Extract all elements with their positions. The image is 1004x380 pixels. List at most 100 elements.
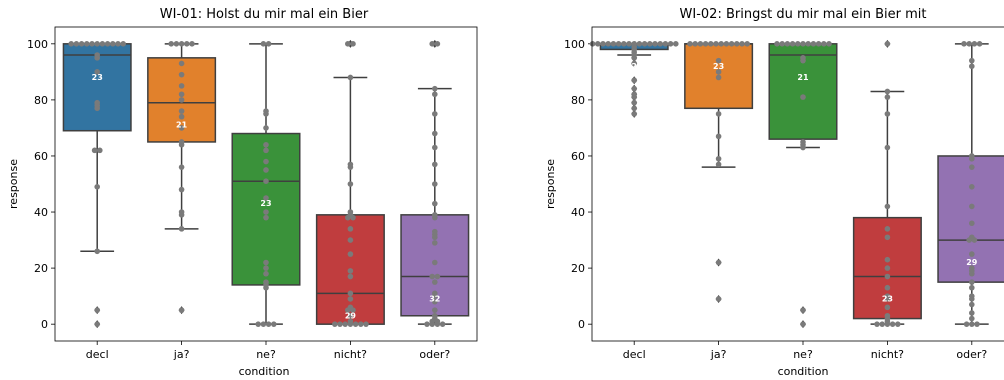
data-point (263, 259, 269, 266)
x-tick-label: ja? (710, 348, 727, 361)
data-point (969, 184, 975, 190)
data-point (971, 41, 978, 47)
data-point (347, 161, 354, 168)
data-point (969, 321, 975, 327)
data-point (715, 259, 722, 266)
data-point (358, 321, 364, 327)
data-point (432, 144, 438, 151)
data-point (884, 41, 891, 47)
data-point (800, 307, 806, 313)
data-point (178, 125, 185, 131)
y-axis-label: response (7, 159, 20, 209)
data-point (94, 307, 100, 313)
data-point (432, 307, 438, 313)
data-point (728, 41, 735, 47)
data-point (805, 41, 811, 47)
data-point (715, 74, 722, 81)
data-point (94, 248, 100, 255)
data-point (976, 41, 983, 47)
data-point (363, 321, 369, 327)
plot-area: 0 20 40 60 80 100 decl ja? ne? nicht? oder? 23 21 23 2… (27, 26, 478, 361)
data-point (715, 155, 722, 162)
data-point (178, 108, 185, 114)
data-point (347, 74, 354, 81)
data-point (631, 111, 637, 117)
data-point (342, 321, 349, 327)
x-tick-label: decl (623, 348, 646, 361)
count-label: 23 (92, 73, 103, 82)
y-tick-label: 20 (571, 262, 585, 275)
data-point (744, 41, 750, 47)
data-point (432, 91, 438, 98)
data-point (969, 315, 975, 322)
data-point (713, 41, 719, 47)
count-label: 32 (429, 295, 440, 304)
data-point (969, 284, 975, 291)
data-point (600, 41, 606, 47)
data-point (826, 41, 832, 47)
data-point (884, 144, 891, 151)
count-label: 21 (176, 121, 188, 130)
y-tick-label: 40 (571, 206, 585, 219)
data-point (774, 41, 780, 47)
data-point (879, 321, 885, 327)
count-label: 23 (260, 199, 271, 208)
data-point (347, 226, 354, 232)
data-point (178, 307, 185, 313)
data-point (68, 41, 74, 47)
data-point (178, 97, 185, 103)
data-point (432, 298, 438, 305)
data-point (347, 296, 354, 302)
data-point (97, 147, 103, 154)
y-axis-label: response (544, 159, 557, 209)
count-label: 29 (345, 311, 357, 320)
count-label: 23 (882, 295, 893, 304)
data-point (424, 321, 430, 327)
data-point (800, 41, 806, 47)
data-point (434, 273, 441, 280)
data-point (178, 91, 185, 98)
data-point (963, 321, 970, 327)
y-tick-label: 0 (578, 318, 585, 331)
data-point (263, 158, 269, 165)
data-point (715, 69, 722, 75)
data-point (94, 99, 100, 106)
count-label: 29 (966, 258, 978, 267)
data-point (795, 41, 801, 47)
data-point (432, 85, 438, 92)
data-point (969, 293, 975, 299)
data-point (347, 237, 354, 243)
data-point (432, 312, 438, 319)
y-tick-label: 100 (27, 38, 48, 51)
data-point (178, 186, 185, 193)
data-point (263, 125, 269, 131)
y-tick-label: 100 (564, 38, 585, 51)
data-point (667, 41, 674, 47)
chart-panel-wi02: WI-02: Bringst du mir mal ein Bier mit c… (544, 7, 1004, 378)
data-point (347, 318, 354, 325)
data-point (178, 226, 185, 232)
data-point (657, 41, 663, 47)
data-point (715, 296, 722, 302)
data-point (263, 265, 269, 271)
data-point (687, 41, 693, 47)
data-point (589, 41, 596, 47)
data-point (178, 113, 185, 120)
data-point (631, 41, 637, 47)
data-point (697, 41, 704, 47)
data-point (739, 41, 745, 47)
data-point (734, 41, 740, 47)
data-point (347, 268, 354, 274)
data-point (715, 133, 722, 140)
data-point (337, 321, 343, 327)
data-point (884, 284, 891, 291)
data-point (263, 167, 269, 173)
axes-frame (591, 26, 1004, 342)
data-point (969, 164, 975, 170)
data-point (432, 259, 438, 266)
data-point (178, 164, 185, 170)
data-point (969, 251, 975, 257)
data-point (263, 279, 269, 285)
data-point (347, 209, 354, 215)
data-point (789, 41, 796, 47)
